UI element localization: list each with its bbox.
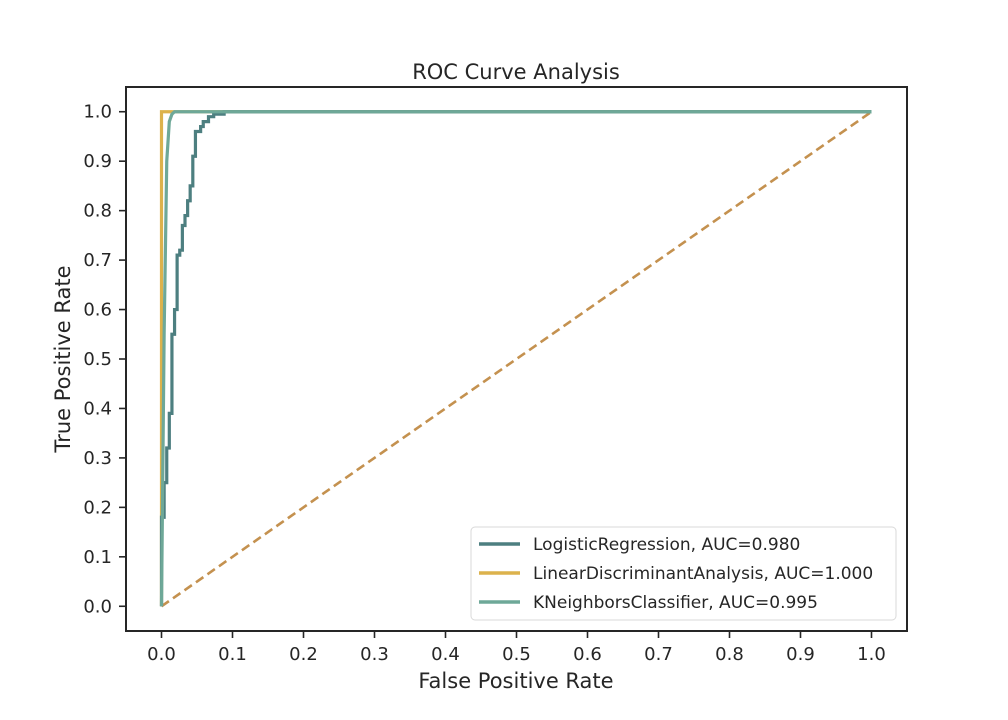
legend: LogisticRegression, AUC=0.980 LinearDiscr…: [470, 526, 897, 621]
x-tick-label: 0.6: [573, 644, 602, 665]
plot-area: [125, 86, 908, 632]
x-axis-ticks: 0.0 0.1 0.2 0.3 0.4 0.5 0.6 0.7 0.8 0.9 1.0: [147, 631, 886, 665]
y-tick-label: 0.1: [83, 547, 112, 568]
x-tick-label: 0.3: [360, 644, 389, 665]
y-tick-label: 0.2: [83, 497, 112, 518]
x-tick-label: 0.2: [289, 644, 318, 665]
x-tick-label: 0.4: [431, 644, 460, 665]
x-tick-label: 0.1: [218, 644, 247, 665]
series-line-2: [159, 110, 872, 607]
y-axis-label: True Positive Rate: [51, 265, 75, 453]
series-line-0: [159, 110, 872, 607]
chart-title: ROC Curve Analysis: [412, 60, 620, 84]
series-lines: [159, 110, 873, 608]
y-axis-ticks: 0.0 0.1 0.2 0.3 0.4 0.5 0.6 0.7 0.8 0.9 1.0: [83, 102, 126, 617]
y-tick-label: 0.6: [83, 300, 112, 321]
x-tick-label: 1.0: [857, 644, 886, 665]
reference-diagonal-line: [160, 110, 873, 608]
y-tick-label: 0.7: [83, 250, 112, 271]
legend-label-2: KNeighborsClassifier, AUC=0.995: [533, 593, 818, 613]
y-tick-label: 0.8: [83, 201, 112, 222]
y-tick-label: 0.5: [83, 349, 112, 370]
y-tick-label: 0.0: [83, 596, 112, 617]
y-tick-label: 0.9: [83, 151, 112, 172]
y-tick-label: 0.4: [83, 398, 112, 419]
x-tick-label: 0.7: [644, 644, 673, 665]
legend-label-1: LinearDiscriminantAnalysis, AUC=1.000: [533, 564, 873, 584]
x-axis-label: False Positive Rate: [418, 669, 613, 693]
x-tick-label: 0.0: [147, 644, 176, 665]
x-tick-label: 0.8: [715, 644, 744, 665]
x-tick-label: 0.9: [786, 644, 815, 665]
legend-label-0: LogisticRegression, AUC=0.980: [533, 535, 800, 555]
y-tick-label: 1.0: [83, 102, 112, 123]
legend-box: [470, 526, 897, 621]
x-tick-label: 0.5: [502, 644, 531, 665]
y-tick-label: 0.3: [83, 448, 112, 469]
